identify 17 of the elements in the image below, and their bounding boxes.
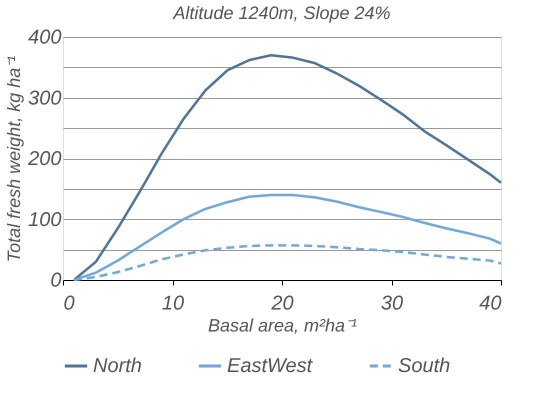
x-tick-label: 10 [162, 292, 184, 314]
legend-label: North [93, 355, 142, 377]
line-series [72, 54, 502, 282]
x-tick-label: 30 [380, 292, 404, 314]
chart-title: Altitude 1240m, Slope 24% [172, 3, 391, 23]
y-tick-label: 400 [28, 26, 62, 48]
legend-label: South [398, 355, 450, 377]
y-tick-label: 0 [50, 270, 62, 292]
x-tick-label: 20 [270, 292, 294, 314]
y-tick-label: 100 [28, 208, 62, 231]
x-tick-label: 0 [64, 292, 75, 314]
x-tick-label: 40 [479, 292, 502, 314]
x-axis-title: Basal area, m²ha⁻¹ [208, 316, 358, 336]
y-tick-label: 300 [28, 87, 62, 110]
y-axis-title: Total fresh weight, kg ha⁻¹ [4, 56, 24, 262]
legend-label: EastWest [227, 355, 314, 377]
y-tick-label: 200 [27, 148, 62, 170]
